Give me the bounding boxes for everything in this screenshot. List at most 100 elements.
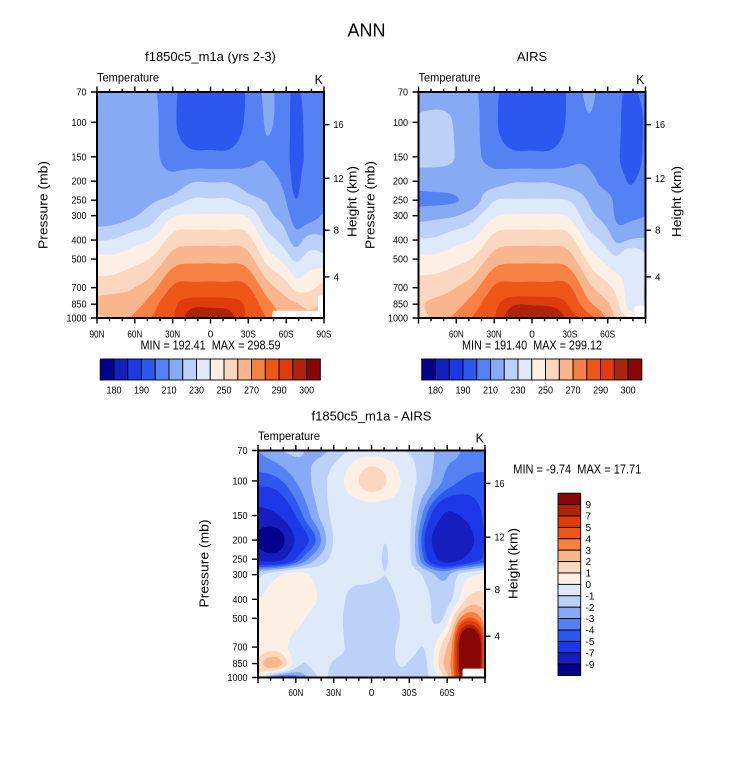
svg-text:210: 210 (483, 386, 498, 397)
svg-text:60N: 60N (288, 688, 303, 699)
svg-text:180: 180 (428, 386, 443, 397)
svg-text:8: 8 (334, 226, 340, 237)
svg-text:Temperature: Temperature (97, 71, 159, 85)
svg-text:270: 270 (566, 386, 581, 397)
svg-text:12: 12 (655, 174, 665, 185)
svg-text:400: 400 (72, 236, 87, 247)
svg-text:70: 70 (77, 88, 87, 99)
svg-text:200: 200 (393, 177, 408, 188)
svg-text:4: 4 (655, 272, 661, 283)
svg-text:7: 7 (586, 512, 592, 523)
svg-text:200: 200 (233, 536, 248, 547)
svg-text:500: 500 (233, 614, 248, 625)
svg-text:150: 150 (72, 152, 87, 163)
svg-text:190: 190 (134, 386, 149, 397)
svg-text:250: 250 (393, 196, 408, 207)
svg-text:1000: 1000 (228, 673, 248, 684)
svg-text:-5: -5 (586, 637, 595, 648)
svg-text:500: 500 (72, 255, 87, 266)
svg-text:100: 100 (72, 118, 87, 129)
svg-text:250: 250 (538, 386, 553, 397)
svg-text:Pressure (mb): Pressure (mb) (363, 161, 378, 249)
svg-text:60S: 60S (440, 688, 455, 699)
svg-text:1000: 1000 (388, 314, 408, 325)
svg-text:70: 70 (238, 446, 248, 457)
svg-text:250: 250 (217, 386, 232, 397)
svg-text:3: 3 (586, 546, 592, 557)
svg-text:300: 300 (233, 570, 248, 581)
svg-text:Pressure (mb): Pressure (mb) (36, 161, 51, 249)
svg-text:90N: 90N (90, 329, 105, 340)
svg-text:MIN = 192.41 MAX = 298.59: MIN = 192.41 MAX = 298.59 (141, 339, 281, 353)
svg-text:4: 4 (586, 534, 592, 545)
svg-text:60S: 60S (279, 329, 294, 340)
svg-text:700: 700 (72, 283, 87, 294)
svg-text:100: 100 (393, 118, 408, 129)
svg-text:700: 700 (233, 643, 248, 654)
svg-text:270: 270 (244, 386, 259, 397)
svg-text:0: 0 (369, 688, 375, 699)
svg-text:150: 150 (233, 511, 248, 522)
svg-text:2: 2 (586, 557, 592, 568)
svg-text:1: 1 (586, 569, 592, 580)
svg-text:Pressure (mb): Pressure (mb) (197, 520, 212, 608)
svg-text:30S: 30S (241, 329, 256, 340)
svg-text:230: 230 (511, 386, 526, 397)
svg-text:70: 70 (398, 88, 408, 99)
svg-text:16: 16 (655, 120, 665, 131)
svg-text:290: 290 (593, 386, 608, 397)
svg-text:60N: 60N (449, 329, 464, 340)
svg-text:200: 200 (72, 177, 87, 188)
svg-text:60N: 60N (127, 329, 142, 340)
svg-text:f1850c5_m1a (yrs 2-3): f1850c5_m1a (yrs 2-3) (145, 49, 276, 64)
svg-text:300: 300 (621, 386, 636, 397)
svg-text:30N: 30N (487, 329, 502, 340)
svg-text:100: 100 (233, 476, 248, 487)
svg-text:AIRS: AIRS (517, 49, 548, 64)
svg-text:180: 180 (106, 386, 121, 397)
svg-text:400: 400 (393, 236, 408, 247)
svg-text:150: 150 (393, 152, 408, 163)
svg-text:60S: 60S (600, 329, 615, 340)
svg-text:700: 700 (393, 283, 408, 294)
svg-text:300: 300 (393, 211, 408, 222)
svg-text:300: 300 (72, 211, 87, 222)
svg-text:-2: -2 (586, 603, 595, 614)
svg-text:4: 4 (334, 272, 340, 283)
svg-text:30N: 30N (326, 688, 341, 699)
svg-text:MIN = 191.40 MAX = 299.12: MIN = 191.40 MAX = 299.12 (462, 339, 602, 353)
svg-text:-7: -7 (586, 648, 595, 659)
svg-text:90S: 90S (317, 329, 332, 340)
svg-text:4: 4 (495, 632, 501, 643)
svg-text:0: 0 (208, 329, 214, 340)
svg-text:300: 300 (299, 386, 314, 397)
svg-text:12: 12 (334, 174, 344, 185)
svg-text:Temperature: Temperature (419, 71, 481, 85)
svg-text:500: 500 (393, 255, 408, 266)
svg-text:0: 0 (529, 329, 535, 340)
svg-text:Height (km): Height (km) (669, 166, 684, 237)
svg-text:ANN: ANN (347, 21, 385, 41)
svg-text:8: 8 (655, 226, 661, 237)
svg-text:-9: -9 (586, 660, 595, 671)
svg-text:850: 850 (233, 659, 248, 670)
svg-text:250: 250 (72, 196, 87, 207)
svg-text:-1: -1 (586, 591, 595, 602)
svg-text:9: 9 (586, 500, 592, 511)
svg-text:400: 400 (233, 595, 248, 606)
svg-text:250: 250 (233, 555, 248, 566)
svg-text:f1850c5_m1a - AIRS: f1850c5_m1a - AIRS (312, 409, 432, 424)
svg-text:-4: -4 (586, 626, 595, 637)
svg-text:K: K (315, 73, 324, 87)
svg-text:230: 230 (189, 386, 204, 397)
svg-text:30S: 30S (402, 688, 417, 699)
svg-text:16: 16 (334, 120, 344, 131)
svg-text:12: 12 (495, 533, 505, 544)
svg-text:Height (km): Height (km) (345, 166, 360, 237)
svg-text:30S: 30S (562, 329, 577, 340)
svg-text:16: 16 (495, 479, 505, 490)
svg-text:290: 290 (272, 386, 287, 397)
svg-text:30N: 30N (165, 329, 180, 340)
svg-text:K: K (476, 432, 485, 446)
svg-text:K: K (636, 73, 645, 87)
